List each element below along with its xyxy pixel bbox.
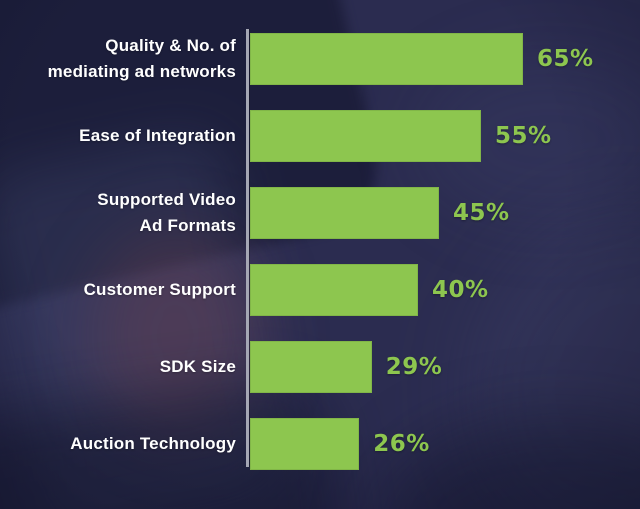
value-bar — [250, 33, 523, 85]
category-label-line: Quality & No. of — [105, 36, 236, 55]
category-label-line: Customer Support — [83, 280, 236, 299]
value-bar — [250, 264, 418, 316]
value-bar — [250, 341, 372, 393]
chart-row: Quality & No. of mediating ad networks 65% — [0, 33, 640, 85]
bar-area: 45% — [250, 187, 510, 239]
baseline-axis — [246, 29, 249, 467]
category-label-line: mediating ad networks — [47, 62, 236, 81]
value-label: 29% — [385, 354, 443, 380]
bar-area: 40% — [250, 264, 489, 316]
category-label-line: Ad Formats — [139, 216, 236, 235]
chart-row: Supported Video Ad Formats 45% — [0, 187, 640, 239]
value-bar — [250, 110, 481, 162]
value-bar — [250, 187, 439, 239]
category-label-line: Supported Video — [97, 190, 236, 209]
category-label: Ease of Integration — [0, 123, 236, 149]
value-label: 65% — [537, 46, 594, 72]
category-label-line: SDK Size — [159, 357, 236, 376]
value-label: 55% — [495, 123, 552, 149]
bar-area: 65% — [250, 33, 594, 85]
value-label: 40% — [432, 277, 489, 303]
category-label: Auction Technology — [0, 431, 236, 457]
value-label: 26% — [373, 431, 430, 457]
category-label: SDK Size — [0, 354, 236, 380]
chart-row: SDK Size 29% — [0, 341, 640, 393]
category-label-line: Auction Technology — [70, 434, 236, 453]
value-label: 45% — [453, 200, 510, 226]
bar-area: 55% — [250, 110, 552, 162]
category-label-line: Ease of Integration — [79, 126, 236, 145]
bar-area: 26% — [250, 418, 430, 470]
category-label: Customer Support — [0, 277, 236, 303]
category-label: Supported Video Ad Formats — [0, 187, 236, 239]
chart-row: Auction Technology 26% — [0, 418, 640, 470]
chart-row: Ease of Integration 55% — [0, 110, 640, 162]
chart-row: Customer Support 40% — [0, 264, 640, 316]
category-label: Quality & No. of mediating ad networks — [0, 33, 236, 85]
bar-area: 29% — [250, 341, 442, 393]
value-bar — [250, 418, 360, 470]
